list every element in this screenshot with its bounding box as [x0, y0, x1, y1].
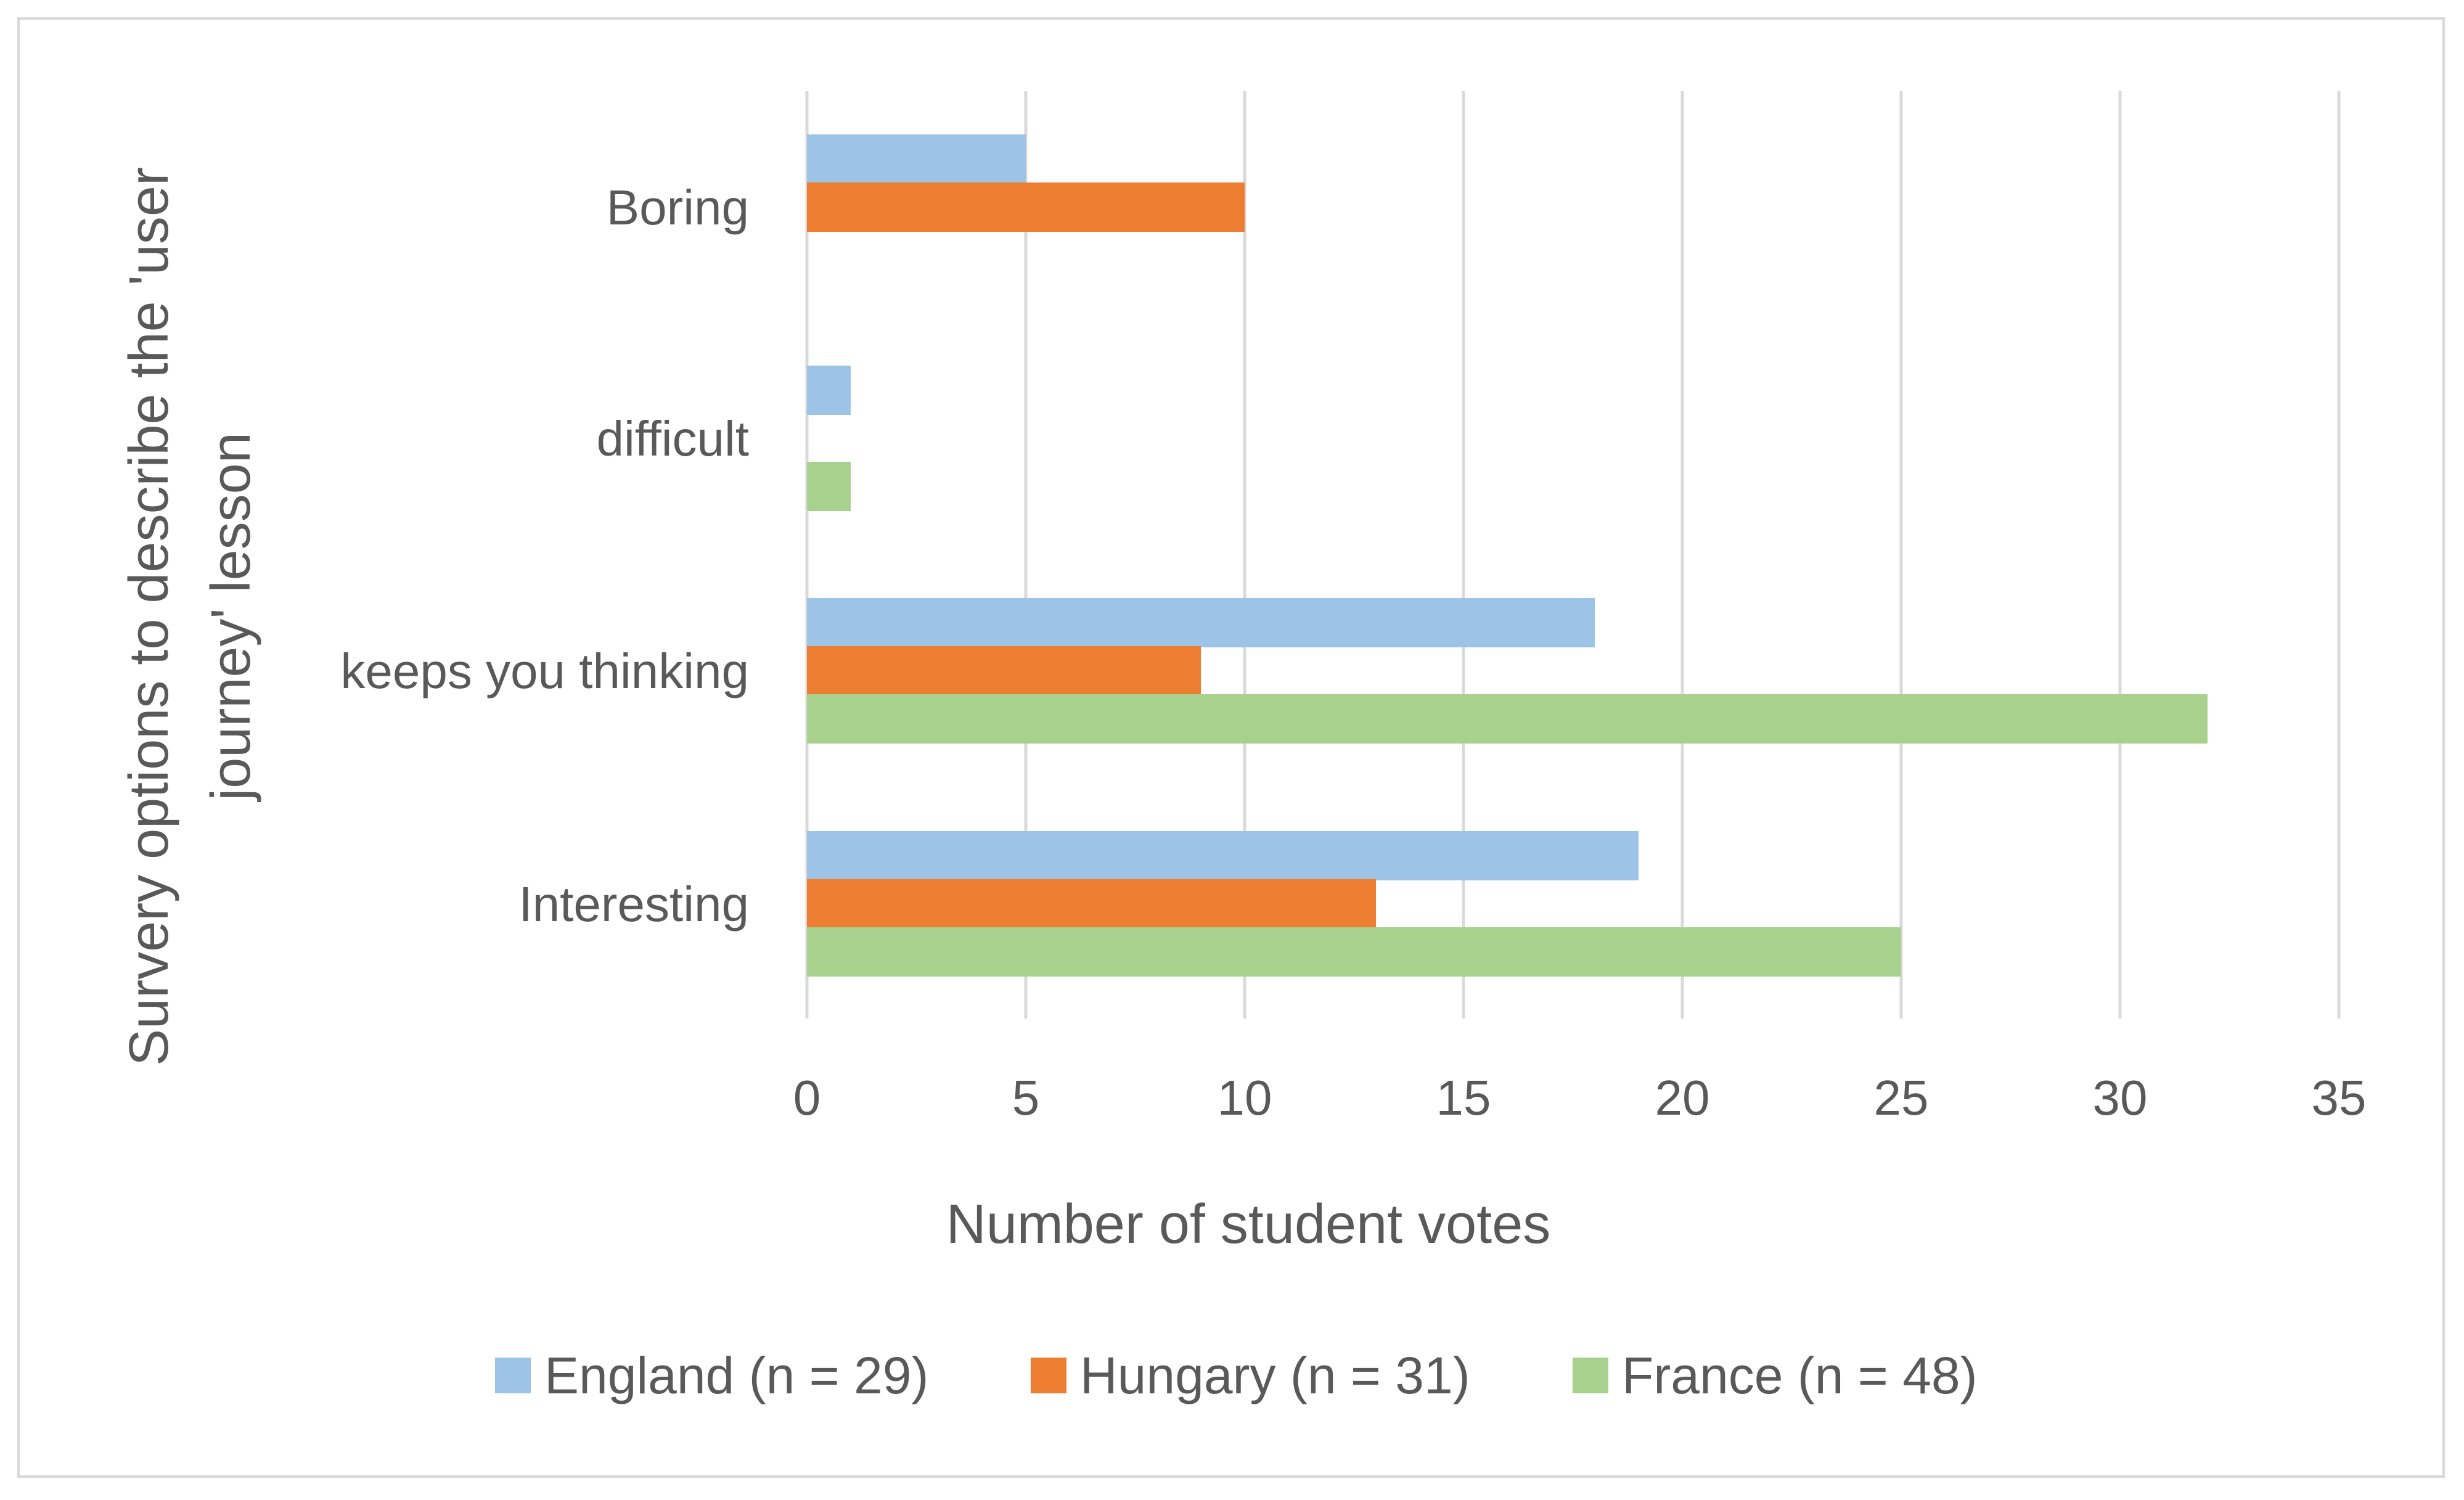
bar	[807, 182, 1245, 232]
bar	[807, 927, 1901, 977]
x-axis-title: Number of student votes	[946, 1194, 1551, 1255]
bar	[807, 462, 851, 511]
legend: England (n = 29) Hungary (n = 31) France (…	[495, 1346, 1978, 1404]
x-tick-label: 5	[1012, 1070, 1040, 1125]
x-tick-label: 15	[1436, 1070, 1491, 1125]
legend-label: France (n = 48)	[1622, 1346, 1978, 1404]
bar	[807, 134, 1026, 184]
bar	[807, 694, 2208, 744]
y-category-labels: Boring difficult keeps you thinking Interes…	[340, 180, 749, 932]
legend-label: Hungary (n = 31)	[1080, 1346, 1470, 1404]
y-axis-title-line-2: journey' lesson	[200, 432, 262, 803]
bar	[807, 366, 851, 415]
bar	[807, 598, 1595, 647]
y-category-label: keeps you thinking	[340, 644, 749, 699]
bar	[807, 879, 1376, 928]
bar	[807, 646, 1201, 695]
x-tick-label: 10	[1218, 1070, 1272, 1125]
bars	[807, 134, 2208, 977]
x-tick-labels: 0 5 10 15 20 25 30 35	[793, 1070, 2367, 1125]
y-category-label: difficult	[596, 411, 749, 466]
y-category-label: Interesting	[518, 877, 749, 932]
y-category-label: Boring	[607, 180, 749, 235]
x-tick-label: 0	[793, 1070, 821, 1125]
legend-label: England (n = 29)	[544, 1346, 928, 1404]
x-tick-label: 30	[2093, 1070, 2148, 1125]
y-axis-title: Survery options to describe the 'user jo…	[118, 167, 262, 1066]
bar	[807, 831, 1639, 880]
x-tick-label: 25	[1874, 1070, 1929, 1125]
chart-frame	[17, 17, 2445, 1478]
x-tick-label: 20	[1655, 1070, 1710, 1125]
y-axis-title-line-1: Survery options to describe the 'user	[118, 167, 180, 1066]
legend-swatch	[495, 1358, 531, 1393]
x-tick-label: 35	[2312, 1070, 2367, 1125]
legend-swatch	[1573, 1358, 1608, 1393]
legend-swatch	[1031, 1358, 1066, 1393]
